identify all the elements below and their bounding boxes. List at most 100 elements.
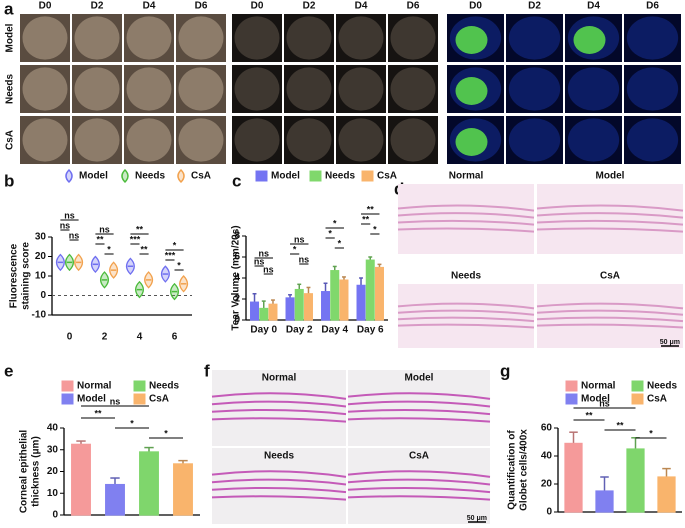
image-title: Model <box>596 171 625 182</box>
tissue-layer <box>536 227 684 233</box>
column-label: D0 <box>39 1 52 12</box>
column-label: D4 <box>587 1 600 12</box>
tissue-layer <box>347 495 491 501</box>
legend-marker <box>177 168 185 184</box>
tissue-layer <box>397 323 535 329</box>
bar <box>374 266 384 321</box>
bar <box>294 288 304 321</box>
eye-photo-lens <box>74 118 120 162</box>
tissue-layer <box>397 219 535 226</box>
significance-label: ** <box>616 420 624 430</box>
tissue-layer <box>347 417 491 423</box>
significance-label: ns <box>69 230 80 240</box>
stain-area <box>573 26 606 54</box>
significance-label: * <box>130 418 134 428</box>
tissue-layer <box>347 392 491 400</box>
stain-area <box>455 26 488 54</box>
tissue-layer <box>211 417 347 423</box>
y-tick-label: 60 <box>541 423 553 434</box>
y-tick-label: 30 <box>47 444 59 455</box>
tissue-layer <box>397 316 535 323</box>
image-title: Normal <box>262 373 297 384</box>
y-tick-label: 8 <box>234 231 240 242</box>
legend-label: Needs <box>135 171 165 182</box>
legend-marker <box>133 393 146 405</box>
image-title: CsA <box>600 271 620 282</box>
y-tick-label: 10 <box>47 488 59 499</box>
row-label: Needs <box>5 74 16 104</box>
eye-photo-lens <box>626 118 679 162</box>
row-label: CsA <box>5 130 16 150</box>
eye-photo-lens <box>338 16 384 60</box>
tissue-layer <box>347 408 491 416</box>
eye-photo-lens <box>286 118 332 162</box>
significance-label: ns <box>99 224 110 234</box>
y-tick-label: 0 <box>546 507 552 518</box>
legend-label: CsA <box>377 171 397 182</box>
eye-photo-lens <box>178 16 224 60</box>
significance-label: * <box>373 224 377 234</box>
bar <box>339 279 349 321</box>
significance-label: ns <box>294 234 305 244</box>
tissue-layer <box>347 400 491 408</box>
bar <box>173 463 193 516</box>
x-tick-label: 6 <box>172 332 178 343</box>
eye-photo-lens <box>390 16 436 60</box>
tissue-layer <box>211 478 347 486</box>
column-label: D6 <box>646 1 659 12</box>
image-title: Model <box>405 373 434 384</box>
legend-label: Normal <box>77 381 112 392</box>
column-label: D0 <box>251 1 264 12</box>
eye-photo-lens <box>286 16 332 60</box>
bar <box>365 259 375 321</box>
significance-label: * <box>177 260 181 270</box>
eye-photo-lens <box>390 118 436 162</box>
column-label: D4 <box>355 1 368 12</box>
histology-image <box>398 284 534 348</box>
bar <box>285 297 295 321</box>
significance-label: ** <box>94 408 102 418</box>
significance-label: ** <box>96 234 104 244</box>
significance-label: *** <box>165 250 176 260</box>
legend-marker <box>133 380 146 392</box>
tissue-layer <box>536 316 684 323</box>
y-tick-label: 40 <box>541 451 553 462</box>
eye-photo-lens <box>22 118 68 162</box>
tissue-layer <box>536 212 684 219</box>
histology-image <box>537 184 683 254</box>
y-axis-title: staining score <box>21 242 32 310</box>
y-tick-label: 20 <box>35 251 47 262</box>
tissue-layer <box>211 495 347 501</box>
y-axis-title: Globet cells/400x <box>519 429 530 511</box>
y-axis-title: Fluorescence <box>9 243 20 308</box>
panel-label: f <box>204 361 210 380</box>
column-label: D2 <box>303 1 316 12</box>
panel-label: a <box>4 0 14 18</box>
significance-label: * <box>173 240 177 250</box>
tissue-layer <box>211 408 347 416</box>
tissue-layer <box>536 204 684 212</box>
eye-photo-lens <box>567 67 620 111</box>
significance-label: ns <box>110 396 121 406</box>
panel-label: c <box>232 171 241 190</box>
stain-area <box>455 128 488 156</box>
significance-label: ns <box>599 398 610 408</box>
eye-photo-lens <box>22 67 68 111</box>
y-tick-label: 4 <box>234 273 240 284</box>
significance-label: ns <box>254 256 265 266</box>
y-tick-label: 20 <box>541 479 553 490</box>
bar <box>330 270 340 321</box>
y-tick-label: 0 <box>40 290 46 301</box>
bar <box>105 483 125 516</box>
significance-label: * <box>328 228 332 238</box>
eye-photo-lens <box>567 118 620 162</box>
bar <box>139 451 159 516</box>
significance-label: * <box>333 218 337 228</box>
panel-label: g <box>500 361 510 380</box>
legend-label: Needs <box>647 381 677 392</box>
legend-label: Model <box>79 171 108 182</box>
bar <box>595 490 614 513</box>
significance-label: * <box>107 244 111 254</box>
significance-label: ns <box>299 254 310 264</box>
